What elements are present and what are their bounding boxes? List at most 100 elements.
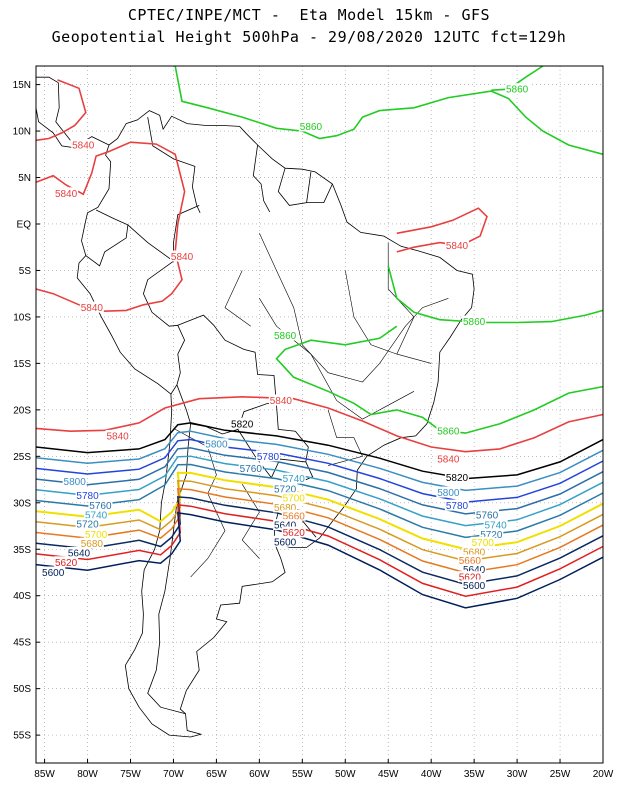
contour-label-bg: [281, 526, 306, 538]
contour-5820: [35, 422, 604, 480]
lat-tick-label: 10N: [13, 127, 31, 138]
contour-label-bg: [444, 471, 469, 483]
contour-label: 5720: [76, 520, 99, 531]
contour-label: 5620: [459, 573, 482, 584]
axis-labels: 15N 10N 5N EQ 5S 10S 15S 20S 25S 30S 35S 40S 45S 50S 5…: [13, 80, 614, 780]
contour-5860: [491, 65, 544, 91]
contour-label: 5680: [81, 539, 104, 550]
contour-label: 5740: [85, 510, 108, 521]
contour-label-bg: [505, 83, 530, 95]
contour-label: 5660: [283, 511, 306, 522]
contour-label: 5620: [55, 558, 78, 569]
title-line-2: Geopotential Height 500hPa - 29/08/2020 …: [51, 28, 567, 46]
contour-label: 5640: [274, 521, 297, 532]
contour-label-bg: [281, 509, 306, 521]
contour-label-bg: [273, 482, 298, 494]
contour-5680: [35, 480, 604, 562]
country-border: [85, 209, 129, 267]
lon-tick-label: 80W: [77, 769, 98, 780]
contour-label: 5860: [506, 85, 529, 96]
contour-label: 5840: [55, 189, 78, 200]
lon-tick-label: 35W: [464, 769, 485, 780]
country-border: [306, 183, 333, 203]
map-frame: [35, 65, 604, 764]
contour-label-bg: [457, 554, 482, 566]
contour-label: 5660: [459, 556, 482, 567]
state-border: [327, 409, 363, 466]
contour-label: 5600: [42, 568, 65, 579]
contour-label: 5820: [446, 473, 469, 484]
contour-label-bg: [255, 450, 280, 462]
state-border: [224, 270, 251, 327]
lat-tick-label: 10S: [13, 312, 31, 323]
lat-tick-label: 40S: [13, 591, 31, 602]
contour-label: 5760: [476, 510, 499, 521]
state-border: [345, 270, 432, 364]
contour-label-bg: [470, 536, 495, 548]
contour-label-bg: [54, 187, 79, 199]
lon-tick-label: 50W: [335, 769, 356, 780]
lon-tick-label: 20W: [593, 769, 614, 780]
contour-label: 5840: [72, 140, 95, 151]
lat-tick-label: 25S: [13, 452, 31, 463]
contour-label: 5820: [231, 419, 254, 430]
contour-label-bg: [238, 462, 263, 474]
contour-5860: [174, 65, 604, 156]
lat-tick-label: 15S: [13, 359, 31, 370]
contour-label: 5840: [171, 252, 194, 263]
contour-5800: [35, 430, 604, 492]
contour-label-bg: [483, 519, 508, 531]
contour-label-bg: [457, 571, 482, 583]
contour-label-bg: [84, 528, 109, 540]
lon-tick-label: 55W: [292, 769, 313, 780]
lon-tick-label: 40W: [421, 769, 442, 780]
south-america-coast: [76, 110, 475, 738]
contour-label-bg: [79, 537, 104, 549]
contour-label: 5780: [76, 491, 99, 502]
lat-tick-label: 5S: [19, 266, 32, 277]
contour-label: 5760: [240, 464, 263, 475]
contour-label: 5800: [64, 477, 87, 488]
contour-label-bg: [41, 566, 66, 578]
contour-label: 5600: [463, 581, 486, 592]
contour-label: 5720: [480, 530, 503, 541]
contour-label-bg: [75, 489, 100, 501]
lat-tick-label: 5N: [18, 173, 31, 184]
contour-label: 5640: [463, 565, 486, 576]
contour-labels: 5860 5860 5860 5860 5860 5840 5840 5840 5840 5840…: [41, 83, 530, 592]
contour-5860: [275, 325, 604, 434]
contour-label: 5860: [463, 317, 486, 328]
title-block: CPTEC/INPE/MCT - Eta Model 15km - GFS Ge…: [0, 4, 618, 48]
contour-label-bg: [462, 563, 487, 575]
lat-tick-label: EQ: [17, 219, 32, 230]
contour-label-bg: [444, 499, 469, 511]
contour-5760: [35, 447, 604, 515]
lat-tick-label: 35S: [13, 545, 31, 556]
contour-label: 5640: [68, 548, 91, 559]
contour-label-bg: [273, 535, 298, 547]
state-border: [259, 298, 415, 420]
contour-label: 5620: [283, 528, 306, 539]
lat-tick-label: 15N: [13, 80, 31, 91]
contour-label: 5700: [472, 538, 495, 549]
contour-label-bg: [75, 518, 100, 530]
contour-label-bg: [66, 546, 91, 558]
contour-5840: [35, 141, 186, 313]
contour-label-bg: [462, 315, 487, 327]
contour-label-bg: [71, 138, 96, 150]
contour-label-bg: [230, 417, 255, 429]
contour-label-bg: [62, 475, 87, 487]
contour-label: 5680: [274, 503, 297, 514]
contour-label-bg: [281, 492, 306, 504]
contour-label: 5680: [463, 548, 486, 559]
contour-label: 5860: [274, 331, 297, 342]
contour-label-bg: [84, 508, 109, 520]
contour-label-bg: [462, 579, 487, 591]
lon-tick-label: 65W: [206, 769, 227, 780]
lat-tick-label: 30S: [13, 498, 31, 509]
lon-tick-label: 25W: [550, 769, 571, 780]
lon-tick-label: 70W: [163, 769, 184, 780]
contour-label: 5740: [484, 521, 507, 532]
contour-label-bg: [54, 556, 79, 568]
